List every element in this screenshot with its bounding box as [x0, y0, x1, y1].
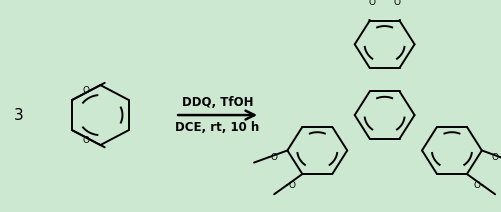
Text: O: O [83, 86, 90, 95]
Text: O: O [83, 135, 90, 145]
Text: 3: 3 [14, 107, 24, 123]
Text: O: O [288, 181, 295, 190]
Text: O: O [490, 153, 497, 162]
Text: O: O [368, 0, 375, 7]
Text: DDQ, TfOH: DDQ, TfOH [181, 96, 253, 109]
Text: O: O [393, 0, 400, 7]
Text: O: O [271, 153, 278, 162]
Text: O: O [472, 181, 479, 190]
Text: DCE, rt, 10 h: DCE, rt, 10 h [175, 121, 259, 134]
